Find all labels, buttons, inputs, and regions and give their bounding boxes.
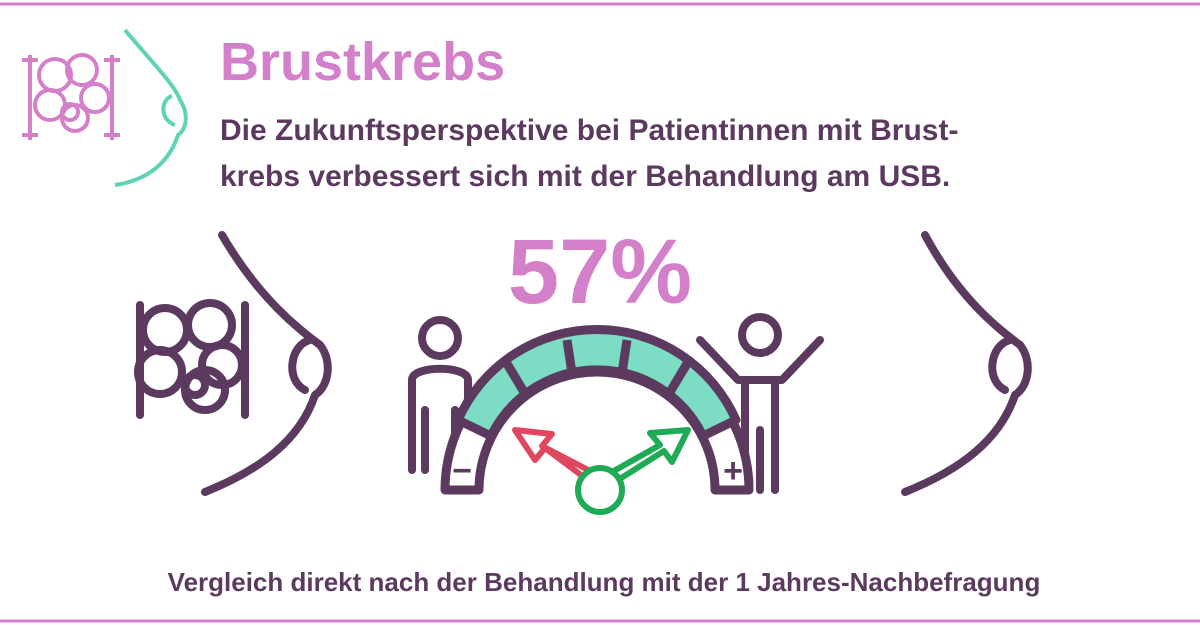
minus-sign: −	[452, 452, 472, 490]
gauge: − +	[440, 325, 754, 515]
person-right	[696, 313, 824, 494]
subtitle-line: krebs verbessert sich mit der Behandlung…	[220, 160, 950, 193]
stat: 57%	[508, 221, 692, 323]
subtitle-line: Die Zukunftsperspektive bei Patientinnen…	[220, 114, 958, 147]
right-breast-icon	[901, 231, 1032, 496]
plus-sign: +	[723, 452, 743, 490]
caption: Vergleich direkt nach der Behandlung mit…	[168, 567, 1041, 597]
left-breast-icon	[134, 231, 332, 496]
logo-icon	[22, 28, 188, 187]
title: Brustkrebs	[220, 32, 505, 92]
